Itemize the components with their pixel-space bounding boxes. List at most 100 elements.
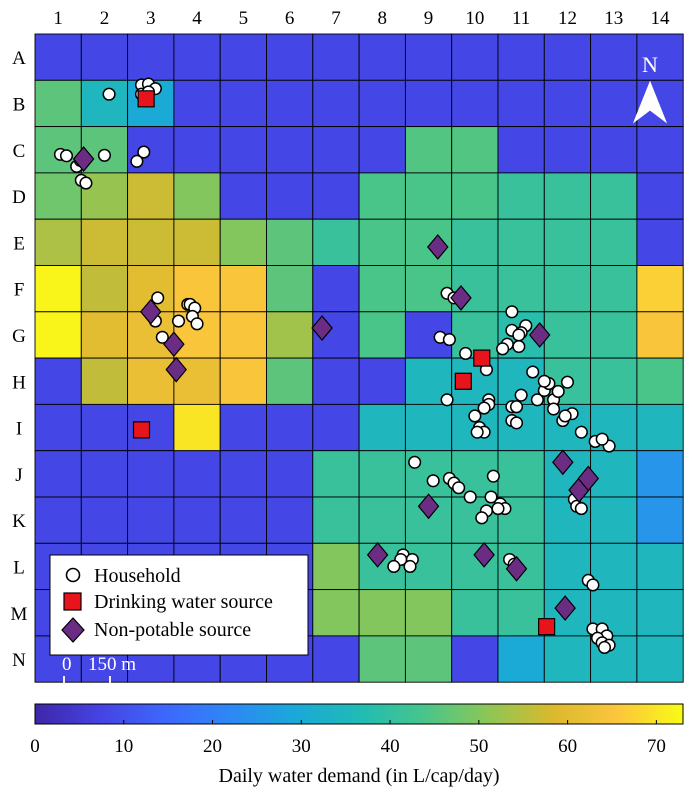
- nonpotable-source-marker: [165, 356, 187, 383]
- grid-cell-B2: [80, 79, 129, 128]
- grid-cell-K14: [636, 496, 684, 544]
- grid-cell-M8: [358, 589, 406, 637]
- household-marker: [59, 149, 74, 163]
- grid-cell-H13: [590, 357, 638, 405]
- grid-cell-D5: [219, 172, 267, 220]
- grid-cell-N9: [404, 635, 453, 683]
- grid-cell-J1: [34, 450, 82, 498]
- household-marker: [463, 490, 477, 504]
- row-label: F: [14, 280, 25, 301]
- grid-cell-C8: [358, 126, 406, 174]
- grid-cell-E8: [358, 218, 406, 266]
- household-marker: [155, 330, 169, 344]
- drinking-source-marker: [538, 618, 556, 636]
- grid-cell-E14: [636, 218, 684, 266]
- grid-cell-I4: [173, 403, 221, 452]
- household-marker: [387, 559, 401, 574]
- household-marker: [560, 375, 575, 389]
- nonpotable-source-legend-icon: [61, 617, 85, 643]
- colorbar-tick-label: 0: [30, 736, 40, 757]
- grid-cell-J6: [266, 450, 314, 498]
- grid-cell-B7: [312, 79, 360, 128]
- grid-cell-H3: [127, 357, 175, 405]
- grid-cell-A10: [451, 33, 499, 81]
- grid-cell-A11: [497, 33, 545, 81]
- household-marker: [505, 305, 519, 319]
- colorbar-tick-label: 40: [381, 736, 400, 757]
- grid-cell-K6: [266, 496, 314, 544]
- row-label: C: [13, 141, 26, 162]
- grid-cell-L14: [636, 542, 684, 591]
- nonpotable-source-marker: [163, 331, 185, 358]
- grid-cell-C12: [543, 126, 592, 174]
- household-marker: [468, 409, 482, 423]
- grid-cell-B1: [34, 79, 82, 128]
- grid-cell-I2: [80, 403, 129, 452]
- household-marker: [171, 314, 186, 328]
- grid-cell-G2: [80, 311, 129, 359]
- grid-cell-B10: [451, 79, 499, 128]
- grid-cell-J5: [219, 450, 267, 498]
- grid-cell-K8: [358, 496, 406, 544]
- colorbar: [34, 703, 684, 725]
- column-label: 4: [192, 8, 202, 29]
- grid-cell-E10: [451, 218, 499, 266]
- household-marker: [595, 432, 609, 446]
- grid-cell-E4: [173, 218, 221, 266]
- grid-cell-K13: [590, 496, 638, 544]
- scale-bar-line: [63, 676, 111, 688]
- grid-cell-E9: [404, 218, 453, 266]
- grid-cell-M7: [312, 589, 360, 637]
- grid-cell-A6: [266, 33, 314, 81]
- grid-cell-I8: [358, 403, 406, 452]
- grid-cell-J13: [590, 450, 638, 498]
- grid-cell-K3: [127, 496, 175, 544]
- grid-cell-A12: [543, 33, 592, 81]
- drinking-source-marker: [473, 349, 491, 367]
- grid-cell-H1: [34, 357, 82, 405]
- grid-cell-A3: [127, 33, 175, 81]
- household-marker: [509, 416, 524, 430]
- household-marker: [530, 393, 544, 407]
- grid-cell-B12: [543, 79, 592, 128]
- grid-cell-E7: [312, 218, 360, 266]
- nonpotable-source-marker: [139, 298, 162, 325]
- nonpotable-source-marker: [528, 322, 551, 348]
- nonpotable-source-marker: [72, 146, 95, 172]
- household-marker: [597, 640, 612, 655]
- grid-cell-C11: [497, 126, 545, 174]
- grid-cell-C14: [636, 126, 684, 174]
- grid-cell-E6: [266, 218, 314, 266]
- grid-cell-D7: [312, 172, 360, 220]
- drinking-source-marker: [454, 372, 472, 390]
- grid-cell-G5: [219, 311, 267, 359]
- grid-cell-K7: [312, 496, 360, 544]
- grid-cell-H2: [80, 357, 129, 405]
- grid-cell-H8: [358, 357, 406, 405]
- grid-cell-C5: [219, 126, 267, 174]
- grid-cell-E5: [219, 218, 267, 266]
- household-marker: [586, 578, 600, 592]
- grid-cell-L10: [451, 542, 499, 591]
- household-marker: [137, 145, 151, 159]
- map-legend: Household Drinking water source Non-pota…: [49, 554, 309, 656]
- grid-cell-G13: [590, 311, 638, 359]
- row-label: K: [12, 511, 26, 532]
- grid-cell-A4: [173, 33, 221, 81]
- grid-cell-J7: [312, 450, 360, 498]
- grid-cell-D13: [590, 172, 638, 220]
- grid-cell-F5: [219, 265, 267, 313]
- column-label: 6: [285, 8, 295, 29]
- grid-cell-C10: [451, 126, 499, 174]
- household-marker: [551, 384, 565, 398]
- row-label: D: [12, 187, 26, 208]
- grid-cell-J4: [173, 450, 221, 498]
- grid-cell-C9: [404, 126, 453, 174]
- grid-cell-N12: [543, 635, 592, 683]
- household-marker: [558, 409, 572, 423]
- grid-cell-F14: [636, 265, 684, 313]
- grid-cell-D3: [127, 172, 175, 220]
- household-marker: [459, 346, 473, 361]
- row-label: M: [11, 604, 28, 625]
- grid-cell-J3: [127, 450, 175, 498]
